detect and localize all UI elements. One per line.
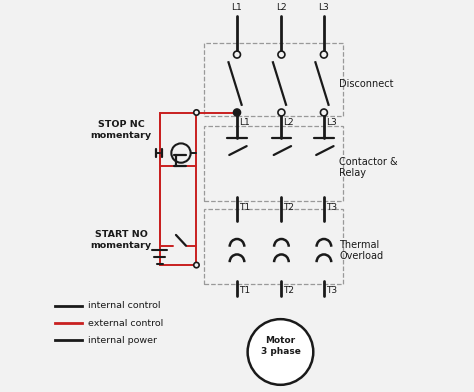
Text: L3: L3: [326, 118, 337, 127]
Text: L1: L1: [239, 118, 250, 127]
Text: T3: T3: [326, 286, 337, 295]
Text: STOP NC
momentary: STOP NC momentary: [91, 120, 152, 140]
Circle shape: [234, 109, 240, 116]
Circle shape: [234, 51, 240, 58]
Text: external control: external control: [88, 319, 164, 327]
Bar: [204, 126, 343, 201]
Text: L2: L2: [283, 118, 294, 127]
Text: Disconnect: Disconnect: [339, 78, 394, 89]
Bar: [204, 209, 343, 284]
Circle shape: [320, 109, 328, 116]
Text: L1: L1: [232, 3, 242, 12]
Text: T1: T1: [239, 203, 250, 212]
Circle shape: [194, 262, 199, 268]
Text: START NO
momentary: START NO momentary: [91, 230, 152, 250]
Text: L3: L3: [319, 3, 329, 12]
Bar: [204, 43, 343, 116]
Text: T2: T2: [283, 286, 294, 295]
Circle shape: [247, 319, 313, 385]
Text: Thermal
Overload: Thermal Overload: [339, 240, 383, 261]
Text: Motor
3 phase: Motor 3 phase: [261, 336, 301, 356]
Circle shape: [234, 110, 240, 115]
Circle shape: [194, 110, 199, 115]
Text: T2: T2: [283, 203, 294, 212]
Circle shape: [278, 51, 285, 58]
Text: Contactor &
Relay: Contactor & Relay: [339, 157, 398, 178]
Text: internal power: internal power: [88, 336, 157, 345]
Circle shape: [320, 51, 328, 58]
Circle shape: [278, 109, 285, 116]
Text: L2: L2: [276, 3, 287, 12]
Text: T1: T1: [239, 286, 250, 295]
Text: internal control: internal control: [88, 301, 161, 310]
Text: T3: T3: [326, 203, 337, 212]
